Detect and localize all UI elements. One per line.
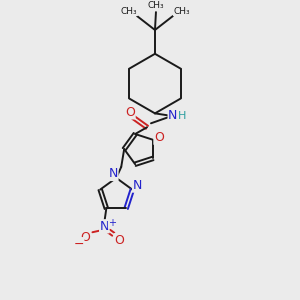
Text: CH₃: CH₃	[148, 1, 164, 10]
Text: N: N	[168, 109, 178, 122]
Text: N: N	[109, 167, 118, 180]
Text: CH₃: CH₃	[173, 7, 190, 16]
Text: +: +	[108, 218, 116, 228]
Text: O: O	[80, 231, 90, 244]
Text: O: O	[125, 106, 135, 119]
Text: H: H	[178, 111, 186, 122]
Text: CH₃: CH₃	[121, 7, 137, 16]
Text: O: O	[154, 131, 164, 144]
Text: N: N	[133, 179, 142, 192]
Text: N: N	[100, 220, 109, 233]
Text: O: O	[114, 234, 124, 247]
Text: −: −	[73, 238, 84, 251]
